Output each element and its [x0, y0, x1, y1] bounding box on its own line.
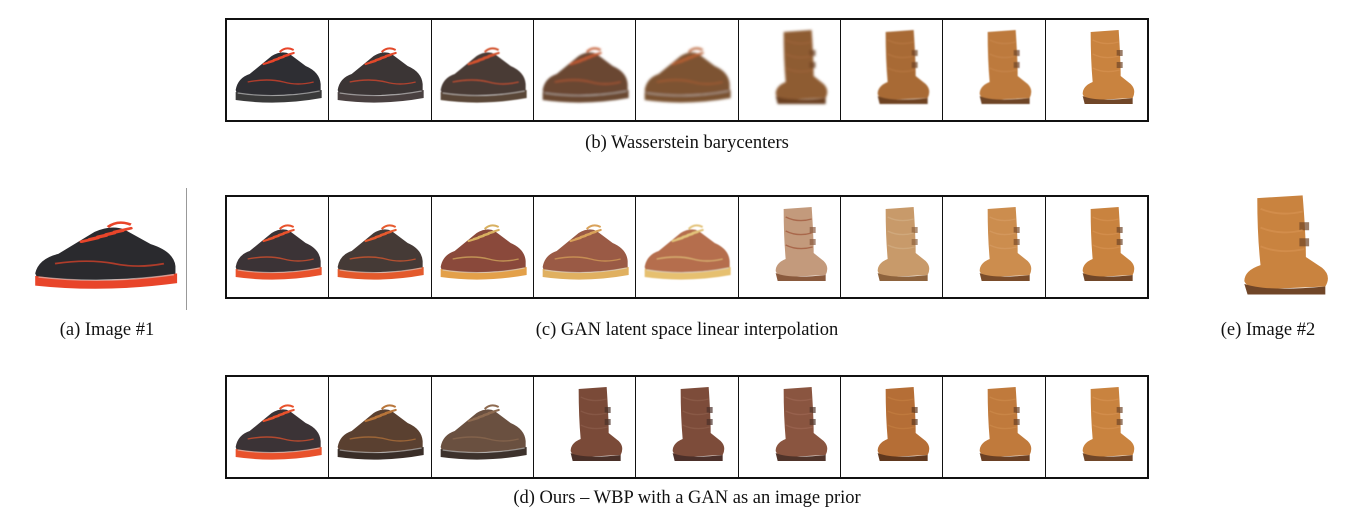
shoe-cell — [738, 20, 841, 120]
boot-shape — [877, 207, 930, 281]
sneaker-shape — [235, 47, 322, 103]
boot-shape — [1082, 30, 1134, 104]
boot-shape — [979, 387, 1032, 461]
sneaker-image — [644, 224, 731, 280]
shoe-cell — [636, 377, 739, 477]
row-gan-interpolation — [225, 195, 1149, 299]
shoe-cell — [943, 377, 1046, 477]
boot-image — [775, 387, 827, 461]
image-2 — [1186, 182, 1348, 316]
sneaker-image — [235, 224, 322, 280]
boot-shape — [979, 30, 1032, 104]
boot-image — [1082, 387, 1134, 461]
boot-image — [877, 387, 930, 461]
boot-shape — [775, 207, 827, 281]
shoe-cell — [431, 197, 534, 297]
shoe-cell — [943, 197, 1046, 297]
sneaker-shape — [440, 47, 527, 103]
sneaker-image — [440, 404, 527, 460]
row-wbp-gan-prior — [225, 375, 1149, 479]
shoe-cell — [738, 197, 841, 297]
boot-shape — [672, 387, 725, 461]
shoe-cell — [329, 20, 432, 120]
boot-shape — [877, 30, 930, 104]
sneaker-shape — [235, 224, 322, 280]
shoe-cell — [533, 197, 637, 297]
sneaker-shape — [644, 224, 731, 280]
shoe-cell — [431, 377, 534, 477]
boot-shape — [775, 387, 827, 461]
boot-image — [979, 30, 1032, 104]
sneaker-shape — [337, 224, 424, 280]
boot-image — [979, 387, 1032, 461]
row-wasserstein-barycenters — [225, 18, 1149, 122]
boot-shape — [877, 387, 930, 461]
shoe-cell — [840, 20, 944, 120]
sneaker-image — [542, 224, 629, 280]
sneaker-shape — [35, 221, 178, 289]
boot-shape — [1082, 207, 1134, 281]
sneaker-image — [337, 404, 424, 460]
caption-gan-interpolation: (c) GAN latent space linear interpolatio… — [535, 320, 839, 340]
shoe-cell — [840, 377, 944, 477]
shoe-cell — [431, 20, 534, 120]
shoe-cell — [943, 20, 1046, 120]
shoe-cell — [1045, 377, 1147, 477]
shoe-cell — [533, 20, 637, 120]
sneaker-shape — [440, 404, 527, 460]
caption-image-2: (e) Image #2 — [1220, 320, 1316, 340]
boot-shape — [775, 30, 827, 104]
shoe-cell — [227, 197, 330, 297]
sneaker-shape — [542, 224, 629, 280]
sneaker-shape — [235, 404, 322, 460]
boot-image — [1082, 30, 1134, 104]
shoe-cell — [1045, 20, 1147, 120]
boot-image — [877, 30, 930, 104]
sneaker-image — [440, 47, 527, 103]
shoe-cell — [1045, 197, 1147, 297]
boot-image — [1082, 207, 1134, 281]
boot-image — [877, 207, 930, 281]
sneaker-image — [542, 47, 629, 103]
image-1 — [22, 188, 187, 310]
shoe-cell — [636, 197, 739, 297]
shoe-cell — [840, 197, 944, 297]
image-1-edge — [186, 188, 187, 310]
shoe-cell — [227, 20, 330, 120]
sneaker-image — [235, 47, 322, 103]
boot-image — [570, 387, 623, 461]
sneaker-shape — [440, 224, 527, 280]
sneaker-shape — [337, 404, 424, 460]
shoe-cell — [329, 197, 432, 297]
sneaker-image — [644, 47, 731, 103]
shoe-cell — [636, 20, 739, 120]
boot-image — [979, 207, 1032, 281]
sneaker-image — [235, 404, 322, 460]
sneaker-shape — [337, 47, 424, 103]
sneaker-image — [337, 224, 424, 280]
image-1-sneaker — [35, 221, 178, 289]
caption-image-1: (a) Image #1 — [59, 320, 155, 340]
boot-image — [775, 207, 827, 281]
sneaker-shape — [542, 47, 629, 103]
shoe-cell — [533, 377, 637, 477]
boot-shape — [1244, 195, 1328, 295]
image-2-boot — [1244, 195, 1328, 295]
boot-image — [775, 30, 827, 104]
sneaker-image — [337, 47, 424, 103]
sneaker-image — [440, 224, 527, 280]
sneaker-shape — [644, 47, 731, 103]
boot-shape — [570, 387, 623, 461]
boot-shape — [1082, 387, 1134, 461]
caption-wasserstein-barycenters: (b) Wasserstein barycenters — [585, 133, 789, 153]
boot-image — [672, 387, 725, 461]
shoe-cell — [738, 377, 841, 477]
shoe-cell — [227, 377, 330, 477]
boot-shape — [979, 207, 1032, 281]
shoe-cell — [329, 377, 432, 477]
caption-wbp-gan-prior: (d) Ours – WBP with a GAN as an image pr… — [513, 488, 861, 508]
